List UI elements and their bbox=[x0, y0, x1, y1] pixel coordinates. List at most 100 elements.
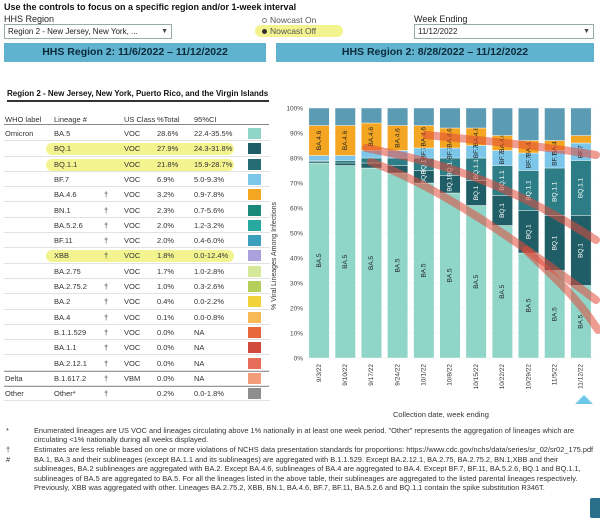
region-select-value: Region 2 - New Jersey, New York, ... bbox=[8, 27, 138, 36]
cell-ci: 0.0-2.2% bbox=[194, 297, 225, 307]
chevron-down-icon: ▼ bbox=[161, 28, 168, 35]
cell-us-class: VOC bbox=[124, 312, 141, 322]
nowcast-on-label: Nowcast On bbox=[270, 15, 317, 25]
color-swatch bbox=[248, 235, 261, 247]
y-tick-label: 50% bbox=[290, 231, 303, 238]
color-swatch bbox=[248, 342, 261, 354]
cell-us-class: VOC bbox=[124, 144, 141, 154]
color-swatch bbox=[248, 158, 261, 170]
color-swatch bbox=[248, 281, 261, 292]
cell-us-class: VBM bbox=[124, 373, 141, 383]
cell-ci: 15.9-28.7% bbox=[194, 159, 233, 169]
bar-label: BA.4.6 bbox=[394, 128, 401, 148]
footnote-text: Enumerated lineages are US VOC and linea… bbox=[34, 426, 575, 445]
x-tick-label: 9/24/22 bbox=[394, 364, 401, 386]
table-row: BA.4.6 † VOC 3.2% 0.9-7.8% bbox=[0, 187, 270, 203]
cell-reliability-mark: † bbox=[104, 389, 109, 399]
bar-label: BQ.1 bbox=[525, 224, 532, 239]
bar-segment bbox=[334, 155, 356, 161]
footnote-text: Estimates are less reliable based on one… bbox=[34, 445, 594, 454]
cell-reliability-mark: † bbox=[104, 373, 109, 383]
cell-us-class: VOC bbox=[124, 159, 141, 169]
table-row: BA.2.75.2 † VOC 1.0% 0.3-2.6% bbox=[0, 279, 270, 295]
bar-segment bbox=[334, 107, 356, 126]
cell-lineage: BA.2 bbox=[54, 297, 71, 307]
bar-label: BA.5 bbox=[499, 284, 506, 298]
bar-label: BF.7 bbox=[551, 152, 558, 165]
cell-us-class: VOC bbox=[124, 129, 141, 138]
color-swatch bbox=[248, 143, 261, 155]
row-divider bbox=[4, 339, 270, 341]
x-tick-label: 10/29/22 bbox=[525, 364, 532, 390]
table-row: BA.1.1 † VOC 0.0% NA bbox=[0, 340, 270, 356]
cell-us-class: VOC bbox=[124, 358, 141, 368]
bar-label: BF.7 bbox=[525, 155, 532, 168]
x-tick-label: 10/8/22 bbox=[447, 364, 454, 386]
bar-label: BA.5 bbox=[368, 256, 375, 270]
cell-ci: 0.0-12.4% bbox=[194, 251, 229, 261]
x-tick-label: 9/17/22 bbox=[368, 364, 375, 386]
x-tick-label: 11/12/22 bbox=[578, 364, 585, 389]
cell-pct-total: 0.0% bbox=[157, 358, 175, 368]
bar-label: BQ.1 bbox=[447, 176, 454, 191]
x-tick-label: 10/22/22 bbox=[499, 364, 506, 390]
table-row: BA.5.2.6 † VOC 2.0% 1.2-3.2% bbox=[0, 218, 270, 234]
week-ending-value: 11/12/2022 bbox=[418, 27, 458, 36]
x-tick-label: 9/3/22 bbox=[316, 364, 323, 382]
table-row: BQ.1 VOC 27.9% 24.3-31.8% bbox=[0, 141, 270, 157]
footnote: † Estimates are less reliable based on on… bbox=[6, 445, 594, 455]
col-header-pct: %Total bbox=[157, 115, 180, 124]
chart-svg: 0% 10% 20% 30% 40% 50% 60% 70% 80% 90% 100% BA.5 BA.… bbox=[286, 106, 600, 390]
cell-pct-total: 21.8% bbox=[157, 159, 179, 169]
cell-us-class: VOC bbox=[124, 343, 141, 353]
region-select[interactable]: Region 2 - New Jersey, New York, ... ▼ bbox=[4, 24, 172, 39]
cell-ci: 0.0-1.8% bbox=[194, 389, 225, 399]
footnote-mark: # bbox=[6, 455, 11, 464]
table-row: BF.11 † VOC 2.0% 0.4-6.0% bbox=[0, 233, 270, 249]
cell-ci: NA bbox=[194, 358, 205, 368]
row-divider bbox=[4, 308, 270, 310]
row-highlight bbox=[46, 158, 234, 171]
x-tick-label: 10/1/22 bbox=[421, 364, 428, 386]
scroll-up-arrow-icon[interactable] bbox=[575, 395, 593, 404]
cell-us-class: VOC bbox=[124, 297, 141, 307]
color-swatch bbox=[248, 296, 261, 308]
color-swatch bbox=[248, 265, 261, 277]
bar-label: BQ.1.1 bbox=[473, 159, 480, 180]
cell-lineage: BQ.1.1 bbox=[54, 159, 78, 169]
y-tick-label: 10% bbox=[290, 331, 303, 338]
cell-ci: NA bbox=[194, 343, 205, 353]
row-divider bbox=[4, 400, 270, 402]
bar-segment bbox=[308, 107, 330, 126]
table-row: BA.2.12.1 † VOC 0.0% NA bbox=[0, 356, 270, 371]
color-swatch bbox=[248, 311, 261, 323]
nowcast-on-radio[interactable]: Nowcast On bbox=[262, 15, 316, 25]
nowcast-off-radio[interactable]: Nowcast Off bbox=[262, 26, 316, 36]
cell-us-class: VOC bbox=[124, 205, 141, 215]
y-tick-label: 20% bbox=[290, 306, 303, 313]
col-header-class: US Class bbox=[124, 115, 156, 124]
highlight-stroke bbox=[367, 158, 600, 304]
cell-pct-total: 2.3% bbox=[157, 205, 175, 215]
cell-pct-total: 0.4% bbox=[157, 297, 175, 307]
table-row: Omicron BA.5 VOC 28.6% 22.4-35.5% bbox=[0, 126, 270, 142]
cell-lineage: BA.5.2.6 bbox=[54, 220, 83, 230]
cell-reliability-mark: † bbox=[104, 220, 109, 230]
color-swatch bbox=[248, 357, 261, 369]
cell-ci: NA bbox=[194, 373, 205, 383]
group-divider bbox=[4, 370, 269, 372]
cell-reliability-mark: † bbox=[104, 251, 109, 261]
row-divider bbox=[4, 216, 270, 218]
cell-pct-total: 1.8% bbox=[157, 251, 175, 261]
bar-segment bbox=[334, 162, 356, 166]
week-ending-select[interactable]: 11/12/2022 ▼ bbox=[414, 24, 594, 39]
scroll-handle[interactable] bbox=[590, 498, 600, 518]
bar-label: BA.5 bbox=[421, 263, 428, 277]
cell-us-class: VOC bbox=[124, 190, 141, 200]
cell-ci: 24.3-31.8% bbox=[194, 144, 233, 154]
bar-label: BQ.1 bbox=[551, 235, 558, 250]
cell-who-label: Other bbox=[5, 389, 24, 399]
cell-lineage: BA.5 bbox=[54, 129, 71, 138]
bar-segment bbox=[570, 107, 592, 136]
bar-label: BA.4.6 bbox=[342, 130, 349, 150]
